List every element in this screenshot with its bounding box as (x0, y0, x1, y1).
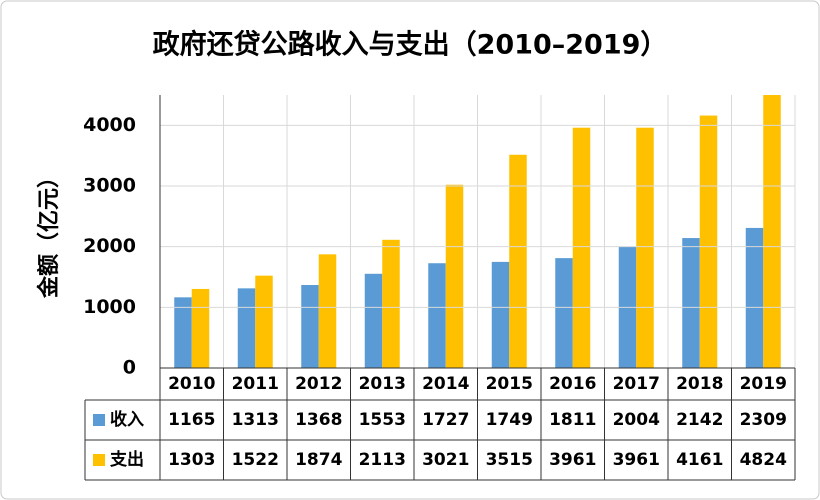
y-axis-title: 金额（亿元） (36, 166, 62, 299)
bar (237, 288, 256, 368)
table-value: 1811 (549, 410, 596, 430)
table-value: 1165 (168, 410, 215, 430)
table-value: 1522 (232, 450, 279, 470)
bar (174, 297, 192, 368)
x-tick-label: 2015 (486, 374, 533, 394)
plot-bars (174, 95, 781, 368)
bar (763, 95, 781, 368)
x-tick-label: 2012 (295, 374, 342, 394)
x-tick-label: 2010 (168, 374, 215, 394)
chart-title: 政府还贷公路收入与支出（2010–2019） (153, 29, 668, 61)
table-value: 3515 (486, 450, 533, 470)
table-value: 1874 (295, 450, 342, 470)
bar (318, 254, 337, 368)
bar (555, 258, 573, 368)
bar (428, 263, 446, 368)
x-tick-label: 2018 (676, 374, 723, 394)
bar (572, 127, 591, 368)
x-tick-label: 2019 (740, 374, 787, 394)
table-value: 1749 (486, 410, 533, 430)
table-value: 2004 (613, 410, 660, 430)
table-value: 2113 (359, 450, 406, 470)
bar (255, 275, 273, 368)
table-value: 1727 (422, 410, 469, 430)
legend-key (93, 414, 105, 426)
bar (745, 227, 764, 368)
bar (699, 115, 718, 368)
bar (382, 239, 400, 368)
table-value: 4824 (740, 450, 787, 470)
bar (445, 184, 464, 368)
x-tick-label: 2013 (359, 374, 406, 394)
x-tick-label: 2011 (232, 374, 279, 394)
x-tick-label: 2014 (422, 374, 469, 394)
legend-label: 支出 (110, 449, 144, 470)
table-value: 4161 (676, 450, 723, 470)
bar (364, 273, 383, 368)
bar (491, 261, 510, 368)
x-tick-label: 2017 (613, 374, 660, 394)
y-tick-label: 1000 (83, 296, 136, 318)
x-tick-label: 2016 (549, 374, 596, 394)
table-value: 2309 (740, 410, 787, 430)
bar (509, 154, 527, 368)
table-value: 1313 (232, 410, 279, 430)
y-tick-label: 4000 (83, 114, 136, 136)
table-value: 2142 (676, 410, 723, 430)
y-tick-label: 3000 (83, 175, 136, 197)
bar (301, 285, 319, 368)
legend-key (93, 454, 105, 466)
table-value: 1553 (359, 410, 406, 430)
y-tick-label: 2000 (83, 235, 136, 257)
y-tick-label: 0 (123, 357, 136, 379)
table-value: 3961 (549, 450, 596, 470)
legend-label: 收入 (110, 409, 144, 430)
bar (682, 238, 700, 368)
bar (191, 288, 210, 368)
table-value: 1303 (168, 450, 215, 470)
table-value: 3961 (613, 450, 660, 470)
bar (636, 127, 654, 368)
table-value: 1368 (295, 410, 342, 430)
table-value: 3021 (422, 450, 469, 470)
